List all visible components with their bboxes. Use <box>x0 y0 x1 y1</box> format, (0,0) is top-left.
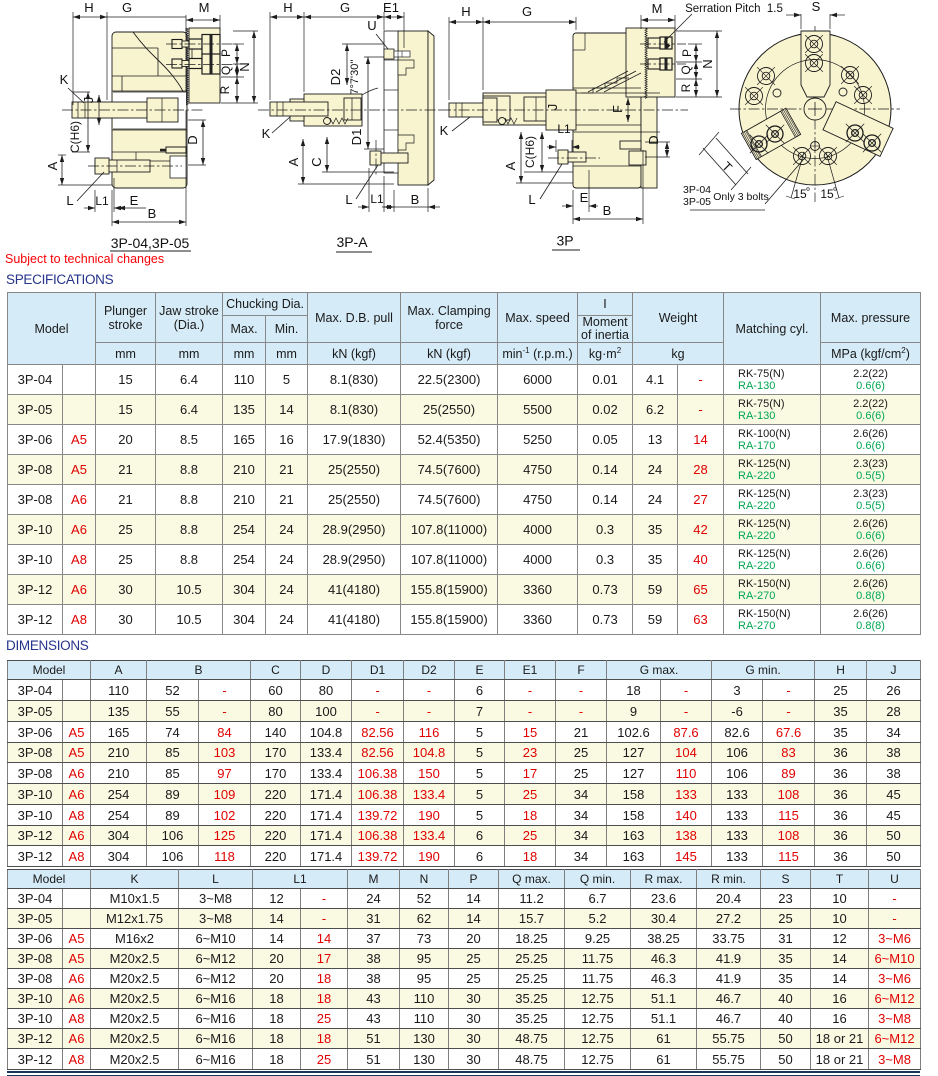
svg-text:C: C <box>309 157 324 166</box>
svg-text:Only 3 bolts: Only 3 bolts <box>713 191 768 203</box>
svg-text:L: L <box>345 192 352 207</box>
svg-text:H: H <box>84 0 93 15</box>
svg-text:P: P <box>680 49 694 57</box>
svg-text:Q: Q <box>679 65 693 74</box>
svg-text:S: S <box>812 0 821 14</box>
svg-text:R: R <box>679 83 693 92</box>
svg-text:J: J <box>545 104 560 111</box>
svg-text:R: R <box>218 85 232 94</box>
svg-text:J: J <box>81 97 96 104</box>
svg-text:D: D <box>185 135 200 144</box>
svg-text:C(H6): C(H6) <box>68 121 82 153</box>
svg-text:3P-04,3P-05: 3P-04,3P-05 <box>111 235 190 251</box>
svg-text:N: N <box>237 62 252 71</box>
svg-text:D2: D2 <box>328 69 343 86</box>
svg-text:M: M <box>652 1 663 16</box>
svg-text:3P-05: 3P-05 <box>683 196 711 208</box>
svg-text:B: B <box>148 206 157 221</box>
svg-text:L1: L1 <box>370 192 384 206</box>
svg-text:E1: E1 <box>383 0 399 15</box>
svg-text:E: E <box>130 193 139 208</box>
svg-text:T: T <box>719 159 735 175</box>
svg-text:Serration Pitch 1.5: Serration Pitch 1.5 <box>685 3 783 15</box>
svg-text:P: P <box>219 49 233 57</box>
svg-text:15: 15 <box>793 187 807 201</box>
svg-text:3P: 3P <box>556 233 573 249</box>
svg-text:15: 15 <box>820 187 834 201</box>
svg-text:D1: D1 <box>349 129 364 146</box>
svg-text:F: F <box>610 105 625 113</box>
svg-text:3P-A: 3P-A <box>336 234 368 250</box>
svg-text:B: B <box>603 203 612 218</box>
svg-text:C(H6): C(H6) <box>523 136 537 168</box>
svg-text:7°7'30'': 7°7'30'' <box>349 59 361 94</box>
svg-text:Q: Q <box>219 66 233 75</box>
svg-text:A: A <box>45 161 60 170</box>
svg-text:G: G <box>122 0 132 15</box>
svg-text:N: N <box>700 59 715 68</box>
svg-text:3P-04: 3P-04 <box>683 184 711 196</box>
svg-text:B: B <box>411 192 420 207</box>
svg-text:M: M <box>199 0 210 15</box>
svg-text:E: E <box>580 190 589 205</box>
svg-text:K: K <box>440 123 449 138</box>
svg-text:A: A <box>503 161 518 170</box>
svg-text:U: U <box>367 18 376 33</box>
svg-text:K: K <box>60 72 69 87</box>
svg-text:L: L <box>66 193 73 208</box>
svg-text:H: H <box>283 0 292 15</box>
svg-text:D: D <box>646 135 661 144</box>
svg-text:G: G <box>340 0 350 15</box>
svg-text:L1: L1 <box>95 194 109 208</box>
svg-text:A: A <box>286 157 301 166</box>
svg-text:L1: L1 <box>557 122 571 136</box>
svg-text:H: H <box>461 4 470 19</box>
svg-text:G: G <box>522 4 532 19</box>
svg-text:K: K <box>262 126 271 141</box>
svg-text:L: L <box>528 192 535 207</box>
